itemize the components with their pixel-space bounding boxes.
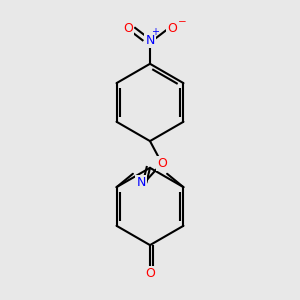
Text: N: N xyxy=(136,176,146,189)
Text: O: O xyxy=(157,157,167,170)
Text: −: − xyxy=(178,16,187,27)
Text: N: N xyxy=(145,34,155,46)
Text: O: O xyxy=(123,22,133,34)
Text: O: O xyxy=(145,267,155,280)
Text: O: O xyxy=(167,22,177,34)
Text: +: + xyxy=(152,27,159,37)
